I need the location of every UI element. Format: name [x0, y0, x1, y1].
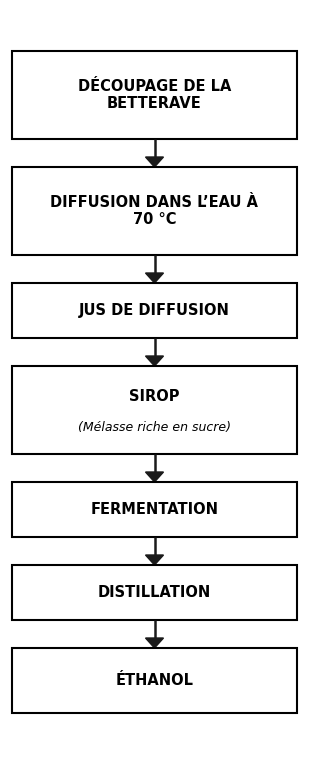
Polygon shape	[146, 356, 163, 366]
Text: DÉCOUPAGE DE LA
BETTERAVE: DÉCOUPAGE DE LA BETTERAVE	[78, 79, 231, 112]
Bar	[12, 366, 297, 454]
Text: JUS DE DIFFUSION: JUS DE DIFFUSION	[79, 303, 230, 318]
Text: DIFFUSION DANS L’EAU À
70 °C: DIFFUSION DANS L’EAU À 70 °C	[50, 195, 259, 227]
Bar	[12, 565, 297, 620]
Polygon shape	[146, 555, 163, 565]
Bar	[12, 283, 297, 338]
Polygon shape	[146, 472, 163, 482]
Polygon shape	[146, 157, 163, 167]
Bar	[12, 648, 297, 713]
Bar	[12, 482, 297, 537]
Text: FERMENTATION: FERMENTATION	[91, 502, 218, 517]
Text: ÉTHANOL: ÉTHANOL	[116, 673, 193, 688]
Text: DISTILLATION: DISTILLATION	[98, 585, 211, 600]
Polygon shape	[146, 273, 163, 283]
Text: (Mélasse riche en sucre): (Mélasse riche en sucre)	[78, 421, 231, 434]
Text: SIROP: SIROP	[129, 390, 180, 404]
Bar	[12, 167, 297, 255]
Polygon shape	[146, 638, 163, 648]
Bar	[12, 51, 297, 139]
